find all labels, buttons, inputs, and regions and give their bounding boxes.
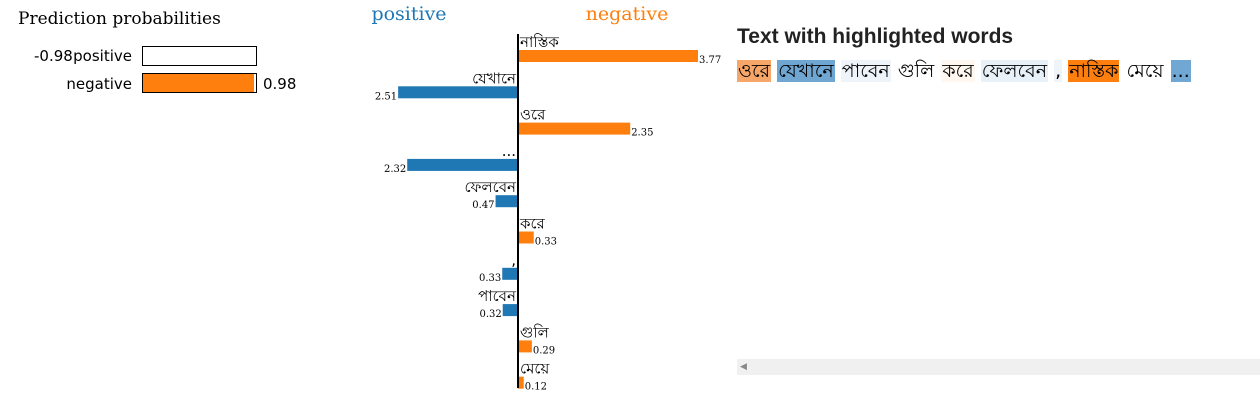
class-label-positive: positive bbox=[371, 3, 446, 25]
probability-bar-positive bbox=[142, 46, 257, 66]
scroll-left-arrow-icon[interactable]: ◀ bbox=[740, 362, 747, 372]
feature-bar-0 bbox=[518, 50, 698, 62]
prediction-probabilities-title: Prediction probabilities bbox=[18, 9, 221, 29]
feature-bar-7 bbox=[502, 304, 518, 317]
feature-word-9: মেয়ে bbox=[520, 360, 550, 378]
highlighted-token: গুলি bbox=[896, 60, 936, 82]
feature-value-7: 0.32 bbox=[479, 309, 501, 320]
highlighted-token: নাস্তিক bbox=[1068, 60, 1120, 82]
feature-word-2: ওরে bbox=[520, 106, 546, 124]
feature-value-1: 2.51 bbox=[375, 91, 397, 102]
feature-bar-3 bbox=[407, 158, 518, 171]
highlighted-token: করে bbox=[941, 60, 975, 82]
feature-bar-5 bbox=[518, 231, 534, 244]
feature-bar-4 bbox=[495, 195, 518, 208]
probability-label-negative: negative bbox=[66, 75, 132, 93]
feature-word-1: যেখানে bbox=[472, 69, 517, 87]
feature-word-0: নাস্তিক bbox=[519, 33, 559, 51]
feature-value-6: 0.33 bbox=[479, 273, 501, 284]
feature-value-8: 0.29 bbox=[533, 345, 555, 356]
feature-value-3: 2.32 bbox=[384, 164, 406, 175]
feature-value-9: 0.12 bbox=[525, 382, 547, 393]
prediction-probabilities-panel: Prediction probabilities -0.98 positive … bbox=[0, 0, 360, 404]
feature-value-0: 3.77 bbox=[699, 55, 721, 66]
horizontal-scrollbar[interactable]: ◀ bbox=[737, 359, 1260, 375]
feature-word-5: করে bbox=[519, 215, 546, 233]
probability-fill-negative bbox=[143, 74, 254, 92]
probability-bar-negative bbox=[142, 73, 257, 93]
explanation-chart-panel: positive negative নাস্তিক 3.77 যেখানে 2.51 ওরে… bbox=[360, 0, 730, 404]
highlighted-token: পাবেন bbox=[840, 60, 891, 82]
highlighted-token: ওরে bbox=[737, 60, 772, 82]
highlighted-text-title: Text with highlighted words bbox=[737, 25, 1014, 48]
highlighted-token: ফেলবেন bbox=[980, 60, 1049, 82]
feature-word-8: গুলি bbox=[520, 323, 550, 341]
highlighted-token: ... bbox=[1170, 60, 1191, 82]
feature-bar-1 bbox=[398, 86, 518, 99]
explanation-chart: positive negative নাস্তিক 3.77 যেখানে 2.51 ওরে… bbox=[371, 3, 721, 393]
highlighted-token: মেয়ে bbox=[1125, 60, 1165, 82]
feature-bar-8 bbox=[518, 340, 532, 353]
feature-bar-2 bbox=[518, 122, 631, 135]
feature-word-3: ... bbox=[502, 142, 516, 160]
highlighted-token: , bbox=[1054, 60, 1063, 82]
probability-value-negative: 0.98 bbox=[263, 75, 297, 93]
feature-bar-9 bbox=[518, 376, 524, 389]
feature-word-4: ফেলবেন bbox=[464, 178, 517, 196]
feature-value-4: 0.47 bbox=[472, 200, 494, 211]
feature-value-2: 2.35 bbox=[631, 128, 653, 139]
feature-word-7: পাবেন bbox=[478, 287, 517, 305]
highlighted-text-body: ওরে যেখানে পাবেন গুলি করে ফেলবেন , নাস্ত… bbox=[737, 58, 1260, 84]
feature-bar-6 bbox=[502, 267, 518, 280]
feature-word-6: , bbox=[511, 251, 516, 269]
probability-row-positive: -0.98 positive bbox=[0, 45, 360, 67]
feature-value-5: 0.33 bbox=[535, 237, 557, 248]
highlighted-text-panel: Text with highlighted words ওরে যেখানে প… bbox=[737, 22, 1260, 382]
probability-row-negative: negative 0.98 bbox=[0, 73, 360, 95]
probability-label-positive: positive bbox=[73, 47, 132, 65]
probability-value-positive: -0.98 bbox=[34, 47, 73, 65]
class-label-negative: negative bbox=[586, 3, 669, 25]
highlighted-token: যেখানে bbox=[777, 60, 835, 82]
